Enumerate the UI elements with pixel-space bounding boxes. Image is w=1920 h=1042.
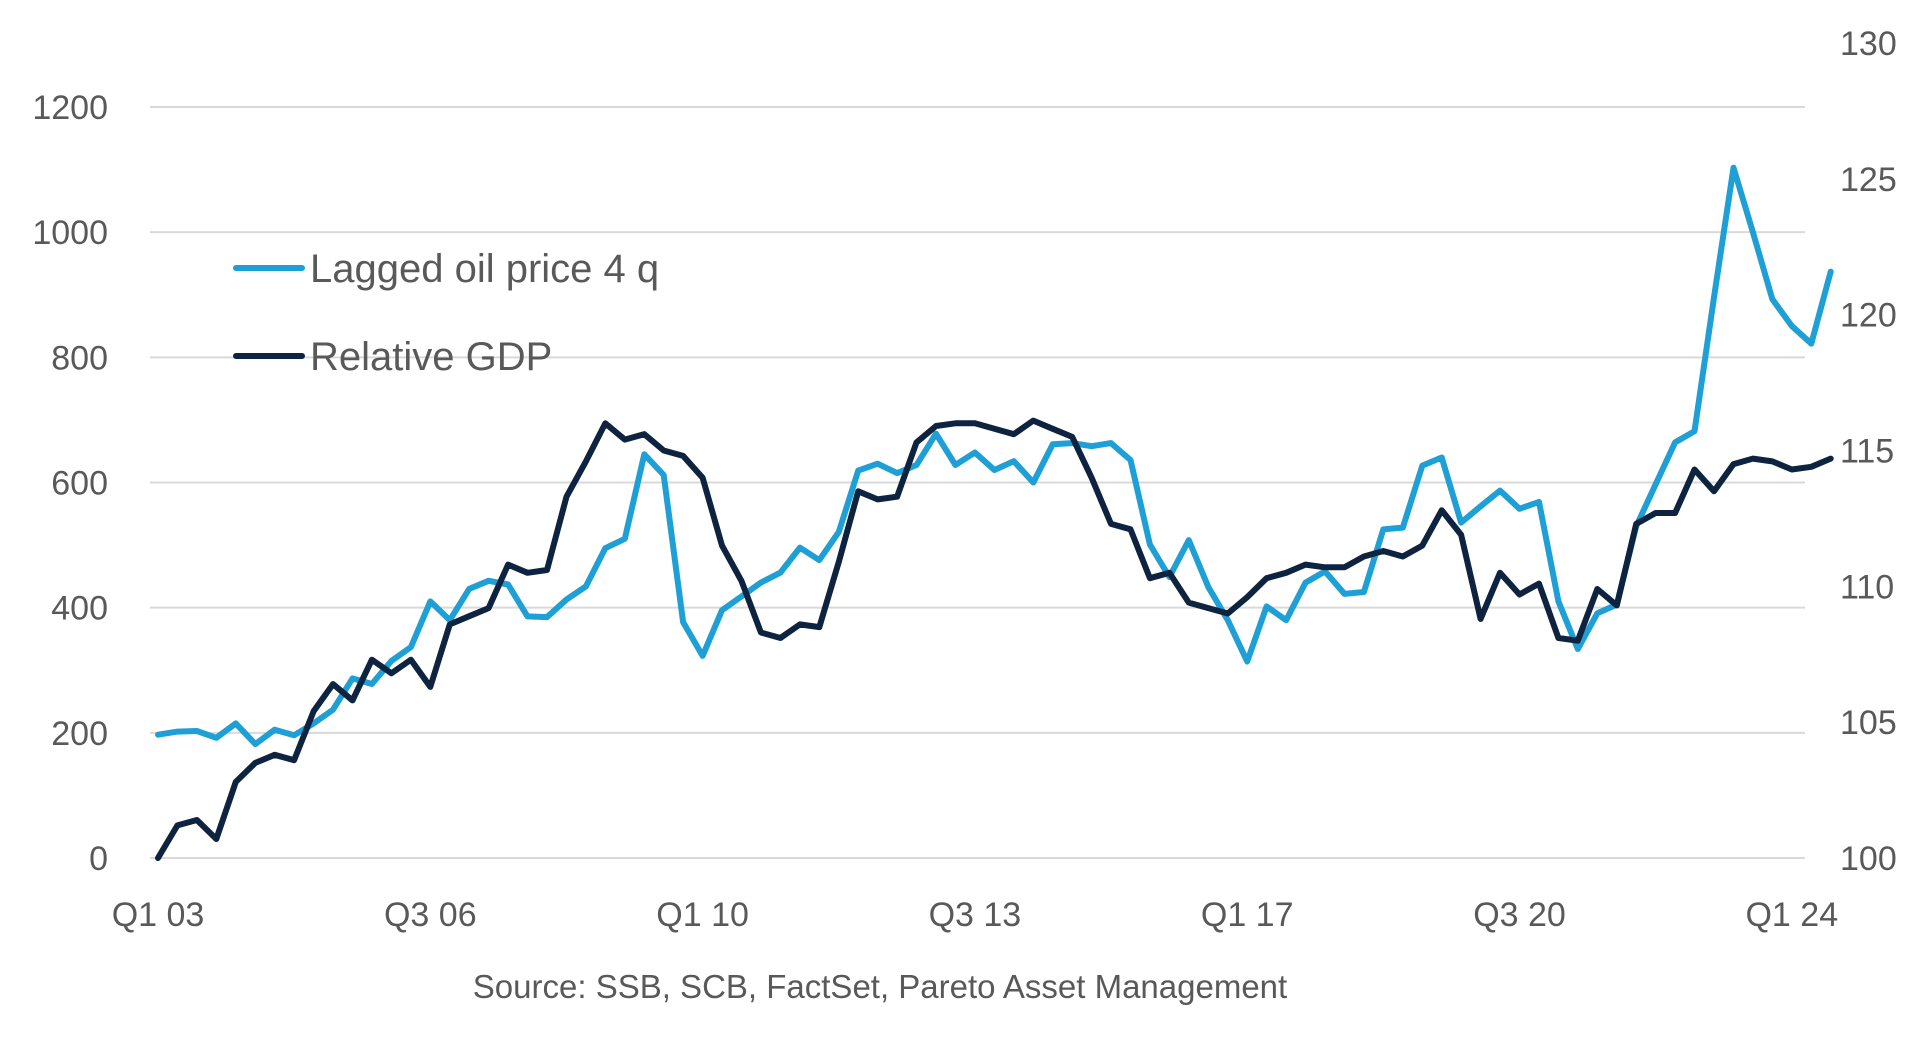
series-line-relative-gdp (155, 417, 1834, 861)
right-tick-label: 100 (1840, 840, 1897, 878)
grid-lines (150, 106, 1805, 859)
x-tick-label: Q3 13 (929, 896, 1022, 934)
left-tick-label: 600 (51, 465, 108, 503)
x-tick-label: Q3 06 (384, 896, 477, 934)
right-tick-label: 115 (1840, 433, 1894, 471)
x-tick-label: Q1 10 (656, 896, 749, 934)
left-axis: 0 200 400 600 800 1000 1200 (32, 89, 108, 878)
left-tick-label: 800 (51, 339, 108, 377)
x-tick-label: Q1 17 (1201, 896, 1294, 934)
right-axis: 100 105 110 115 120 125 130 (1840, 25, 1897, 878)
series-layer (155, 164, 1834, 861)
right-tick-label: 125 (1840, 161, 1897, 199)
source-note: Source: SSB, SCB, FactSet, Pareto Asset … (473, 968, 1287, 1005)
x-axis: Q1 03 Q3 06 Q1 10 Q3 13 Q1 17 Q3 20 Q1 24 (112, 896, 1838, 934)
legend: Lagged oil price 4 q Relative GDP (233, 247, 659, 379)
x-tick-label: Q1 03 (112, 896, 205, 934)
left-tick-label: 200 (51, 715, 108, 753)
series-line-oil-price (155, 164, 1834, 748)
x-tick-label: Q3 20 (1473, 896, 1566, 934)
left-tick-label: 0 (89, 840, 108, 878)
left-tick-label: 400 (51, 590, 108, 628)
right-tick-label: 130 (1840, 25, 1897, 63)
right-tick-label: 120 (1840, 297, 1897, 335)
legend-label-oil: Lagged oil price 4 q (310, 247, 659, 291)
legend-label-gdp: Relative GDP (310, 335, 552, 379)
x-tick-label: Q1 24 (1745, 896, 1838, 934)
right-tick-label: 105 (1840, 704, 1897, 742)
right-tick-label: 110 (1840, 568, 1894, 606)
left-tick-label: 1000 (32, 214, 108, 252)
left-tick-label: 1200 (32, 89, 108, 127)
